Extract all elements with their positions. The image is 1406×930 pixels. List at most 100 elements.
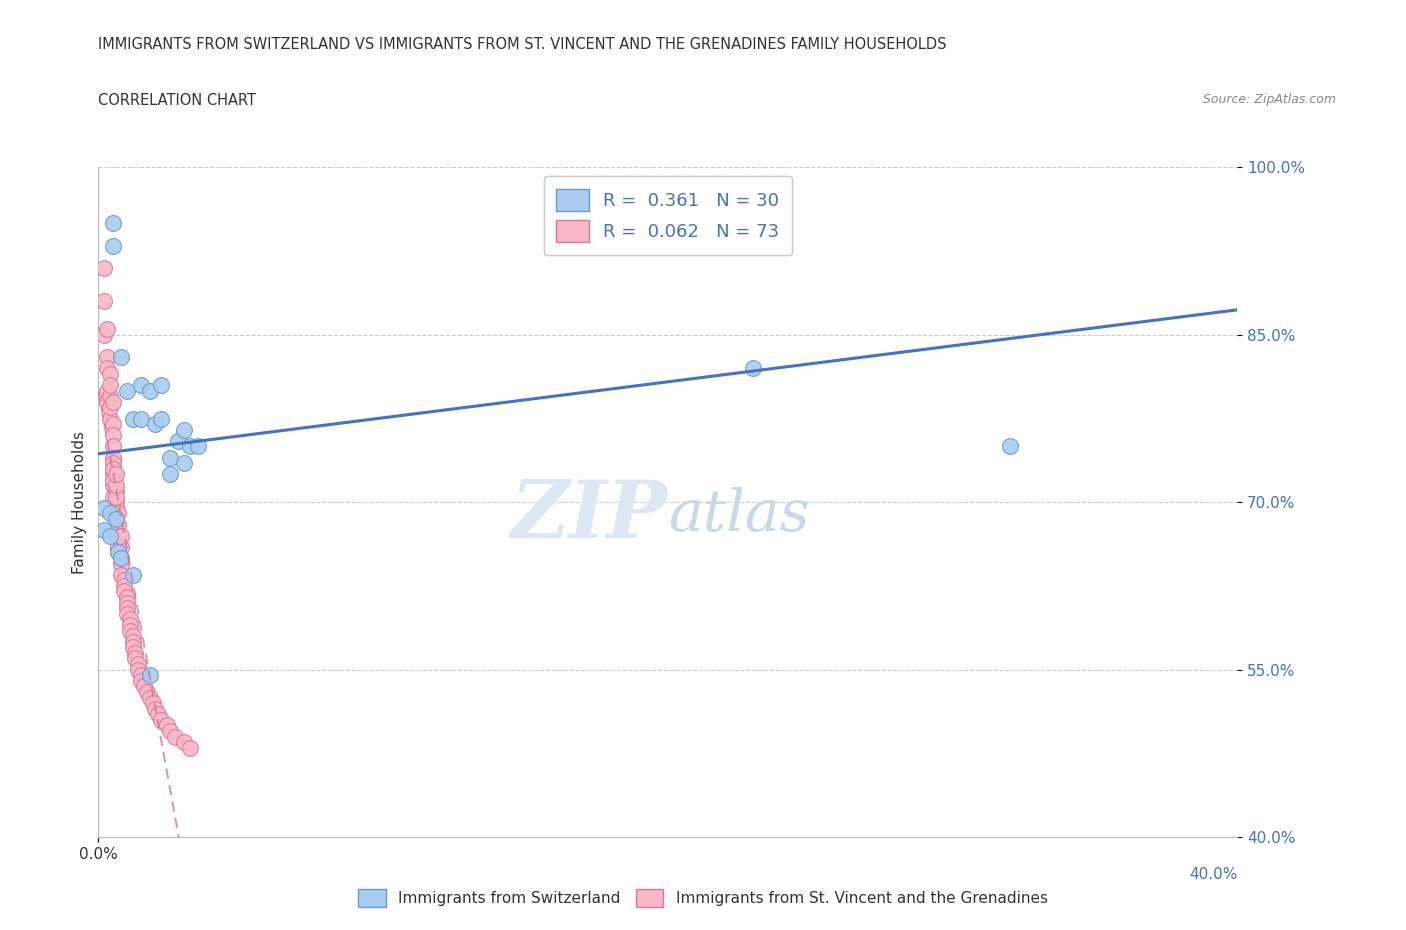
Point — [104, 478, 127, 493]
Point — [115, 590, 138, 604]
Point — [93, 260, 115, 275]
Point — [101, 439, 124, 454]
Point — [112, 584, 135, 599]
Point — [115, 595, 138, 610]
Point — [110, 551, 132, 565]
Point — [101, 417, 124, 432]
Point — [93, 294, 115, 309]
Point — [132, 679, 155, 694]
Text: 40.0%: 40.0% — [1189, 867, 1237, 883]
Point — [998, 439, 1021, 454]
Point — [124, 645, 146, 660]
Point — [104, 495, 127, 510]
Point — [107, 506, 129, 521]
Point — [173, 735, 195, 750]
Point — [110, 350, 132, 365]
Point — [110, 528, 132, 543]
Point — [150, 411, 173, 426]
Point — [141, 696, 163, 711]
Point — [101, 428, 124, 443]
Point — [150, 378, 173, 392]
Text: atlas: atlas — [668, 487, 810, 544]
Point — [159, 724, 181, 738]
Point — [118, 623, 141, 638]
Point — [96, 394, 118, 409]
Point — [129, 411, 152, 426]
Point — [112, 573, 135, 588]
Point — [138, 383, 160, 398]
Point — [96, 350, 118, 365]
Point — [101, 456, 124, 471]
Point — [98, 411, 121, 426]
Point — [148, 707, 170, 722]
Point — [165, 729, 187, 744]
Point — [118, 612, 141, 627]
Point — [104, 489, 127, 504]
Point — [98, 506, 121, 521]
Point — [127, 662, 149, 677]
Point — [159, 450, 181, 465]
Y-axis label: Family Households: Family Households — [72, 431, 87, 574]
Point — [104, 512, 127, 526]
Point — [138, 668, 160, 683]
Point — [156, 718, 179, 733]
Point — [101, 450, 124, 465]
Point — [110, 556, 132, 571]
Point — [104, 500, 127, 515]
Point — [742, 361, 765, 376]
Point — [93, 327, 115, 342]
Text: IMMIGRANTS FROM SWITZERLAND VS IMMIGRANTS FROM ST. VINCENT AND THE GRENADINES FA: IMMIGRANTS FROM SWITZERLAND VS IMMIGRANT… — [98, 37, 946, 52]
Text: CORRELATION CHART: CORRELATION CHART — [98, 93, 256, 108]
Point — [159, 467, 181, 482]
Point — [104, 506, 127, 521]
Point — [110, 539, 132, 554]
Point — [127, 657, 149, 671]
Point — [121, 629, 143, 644]
Point — [98, 366, 121, 381]
Point — [167, 433, 190, 448]
Point — [628, 193, 651, 208]
Point — [98, 378, 121, 392]
Point — [107, 517, 129, 532]
Point — [93, 523, 115, 538]
Point — [98, 528, 121, 543]
Point — [96, 322, 118, 337]
Point — [135, 684, 157, 699]
Point — [145, 701, 167, 716]
Point — [101, 489, 124, 504]
Point — [173, 456, 195, 471]
Point — [104, 512, 127, 526]
Point — [187, 439, 209, 454]
Point — [101, 394, 124, 409]
Point — [115, 601, 138, 616]
Point — [110, 567, 132, 582]
Point — [121, 567, 143, 582]
Point — [138, 690, 160, 705]
Point — [129, 668, 152, 683]
Point — [93, 500, 115, 515]
Point — [101, 478, 124, 493]
Point — [98, 389, 121, 404]
Text: ZIP: ZIP — [510, 477, 668, 554]
Point — [98, 400, 121, 415]
Text: Source: ZipAtlas.com: Source: ZipAtlas.com — [1202, 93, 1336, 106]
Point — [173, 422, 195, 437]
Point — [121, 411, 143, 426]
Point — [96, 383, 118, 398]
Point — [101, 461, 124, 476]
Point — [104, 467, 127, 482]
Point — [118, 618, 141, 632]
Point — [101, 472, 124, 487]
Point — [107, 545, 129, 560]
Point — [121, 634, 143, 649]
Point — [101, 467, 124, 482]
Point — [110, 551, 132, 565]
Point — [129, 673, 152, 688]
Point — [104, 484, 127, 498]
Point — [179, 740, 201, 755]
Point — [101, 216, 124, 231]
Point — [107, 545, 129, 560]
Point — [124, 651, 146, 666]
Point — [129, 378, 152, 392]
Point — [107, 528, 129, 543]
